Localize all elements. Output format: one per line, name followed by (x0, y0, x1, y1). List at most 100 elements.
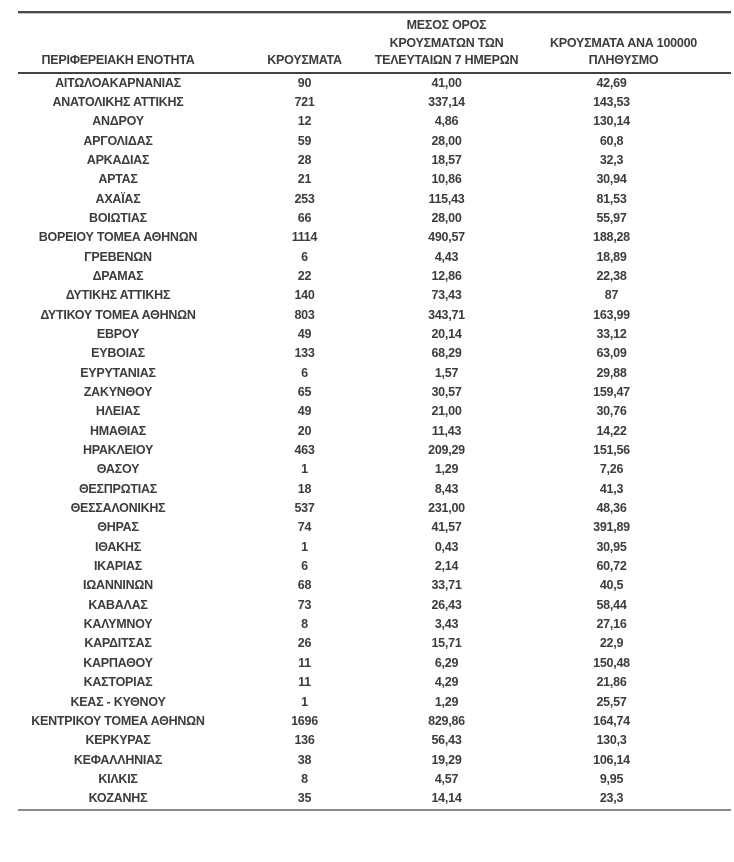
region-cell: ΚΑΒΑΛΑΣ (88, 597, 148, 612)
avg-7-days-cell: 337,14 (428, 94, 465, 109)
table-row: ΘΕΣΠΡΩΤΙΑΣ 18 8,43 41,3 (18, 480, 731, 499)
avg-7-days-cell: 1,29 (434, 462, 459, 477)
cases-cell: 38 (297, 752, 312, 767)
avg-7-days-cell: 343,71 (428, 307, 465, 322)
table-row: ΗΜΑΘΙΑΣ 20 11,43 14,22 (18, 422, 731, 441)
avg-7-days-cell: 56,43 (431, 733, 462, 748)
table-row: ΑΡΓΟΛΙΔΑΣ 59 28,00 60,8 (18, 132, 731, 151)
region-cell: ΚΑΣΤΟΡΙΑΣ (83, 675, 153, 690)
table-row: ΑΡΚΑΔΙΑΣ 28 18,57 32,3 (18, 151, 731, 170)
cases-cell: 28 (297, 152, 312, 167)
table-body: ΑΙΤΩΛΟΑΚΑΡΝΑΝΙΑΣ 90 41,00 42,69 ΑΝΑΤΟΛΙΚΗΣ Α… (18, 73, 731, 811)
region-cell: ΚΙΛΚΙΣ (98, 771, 138, 786)
cases-cell: 1 (301, 462, 308, 477)
per-100k-cell: 87 (604, 288, 619, 303)
per-100k-cell: 164,74 (593, 713, 630, 728)
region-cell: ΔΡΑΜΑΣ (92, 268, 144, 283)
cases-cell: 73 (297, 597, 312, 612)
avg-7-days-cell: 829,86 (428, 713, 465, 728)
per-100k-cell: 25,57 (596, 694, 627, 709)
region-cell: ΚΑΡΔΙΤΣΑΣ (84, 636, 152, 651)
table-row: ΙΚΑΡΙΑΣ 6 2,14 60,72 (18, 557, 731, 576)
cases-cell: 18 (297, 481, 312, 496)
avg-7-days-cell: 10,86 (431, 172, 462, 187)
table-row: ΖΑΚΥΝΘΟΥ 65 30,57 159,47 (18, 383, 731, 402)
cases-cell: 6 (301, 365, 308, 380)
per-100k-cell: 106,14 (593, 752, 630, 767)
cases-cell: 133 (294, 346, 315, 361)
region-cell: ΘΗΡΑΣ (97, 520, 139, 535)
region-cell: ΗΜΑΘΙΑΣ (89, 423, 147, 438)
per-100k-cell: 40,5 (599, 578, 624, 593)
cases-cell: 803 (294, 307, 315, 322)
region-cell: ΘΕΣΣΑΛΟΝΙΚΗΣ (70, 501, 166, 516)
per-100k-cell: 23,3 (539, 789, 731, 811)
avg-7-days-cell: 12,86 (431, 268, 462, 283)
cases-by-region-table: ΠΕΡΙΦΕΡΕΙΑΚΗ ΕΝΟΤΗΤΑ ΚΡΟΥΣΜΑΤΑ ΜΕΣΟΣ ΟΡΟ… (18, 11, 731, 811)
region-cell: ΕΥΒΟΙΑΣ (91, 346, 145, 361)
region-cell: ΔΥΤΙΚΗΣ ΑΤΤΙΚΗΣ (65, 288, 171, 303)
region-cell: ΑΧΑΪΑΣ (95, 191, 141, 206)
avg-7-days-cell: 0,43 (434, 539, 459, 554)
table-row: ΔΥΤΙΚΟΥ ΤΟΜΕΑ ΑΘΗΝΩΝ 803 343,71 163,99 (18, 306, 731, 325)
cases-cell: 65 (297, 385, 312, 399)
region-cell: ΚΕΑΣ - ΚΥΘΝΟΥ (70, 694, 166, 709)
per-100k-cell: 151,56 (593, 443, 630, 458)
avg-7-days-cell: 19,29 (431, 752, 462, 767)
col-header-cases: ΚΡΟΥΣΜΑΤΑ (229, 11, 369, 74)
per-100k-cell: 60,8 (599, 133, 624, 148)
region-cell: ΑΡΤΑΣ (98, 172, 138, 187)
cases-cell: 11 (298, 655, 311, 670)
per-100k-cell: 55,97 (596, 210, 627, 225)
cases-cell: 463 (294, 443, 315, 458)
per-100k-cell: 130,14 (593, 114, 630, 129)
per-100k-cell: 30,95 (596, 539, 627, 554)
table-row: ΗΛΕΙΑΣ 49 21,00 30,76 (18, 402, 731, 421)
region-cell: ΓΡΕΒΕΝΩΝ (84, 249, 152, 264)
avg-7-days-cell: 18,57 (431, 152, 462, 167)
per-100k-cell: 9,95 (599, 771, 624, 786)
region-cell: ΚΕΦΑΛΛΗΝΙΑΣ (73, 752, 163, 767)
cases-cell: 22 (297, 268, 312, 283)
region-cell: ΑΙΤΩΛΟΑΚΑΡΝΑΝΙΑΣ (55, 75, 181, 90)
cases-cell: 49 (297, 326, 312, 341)
per-100k-cell: 30,94 (596, 172, 627, 187)
region-cell: ΗΡΑΚΛΕΙΟΥ (82, 443, 154, 458)
per-100k-cell: 42,69 (596, 75, 627, 90)
table-row: ΚΕΑΣ - ΚΥΘΝΟΥ 1 1,29 25,57 (18, 693, 731, 712)
cases-cell: 74 (297, 520, 312, 535)
cases-cell: 140 (294, 288, 315, 303)
table-row: ΒΟΙΩΤΙΑΣ 66 28,00 55,97 (18, 209, 731, 228)
region-cell: ΒΟΡΕΙΟΥ ΤΟΜΕΑ ΑΘΗΝΩΝ (38, 230, 198, 245)
header-row: ΠΕΡΙΦΕΡΕΙΑΚΗ ΕΝΟΤΗΤΑ ΚΡΟΥΣΜΑΤΑ ΜΕΣΟΣ ΟΡΟ… (18, 11, 731, 74)
region-cell: ΒΟΙΩΤΙΑΣ (89, 210, 147, 225)
avg-7-days-cell: 1,57 (434, 365, 459, 380)
cases-cell: 1696 (291, 713, 318, 728)
avg-7-days-cell: 21,00 (431, 404, 462, 419)
table-row: ΙΘΑΚΗΣ 1 0,43 30,95 (18, 538, 731, 557)
table-row: ΒΟΡΕΙΟΥ ΤΟΜΕΑ ΑΘΗΝΩΝ 1114 490,57 188,28 (18, 228, 731, 247)
per-100k-cell: 48,36 (596, 501, 627, 516)
per-100k-cell: 81,53 (596, 191, 627, 206)
per-100k-cell: 14,22 (596, 423, 627, 438)
avg-7-days-cell: 28,00 (431, 133, 462, 148)
table-row: ΕΥΡΥΤΑΝΙΑΣ 6 1,57 29,88 (18, 364, 731, 383)
avg-7-days-cell: 15,71 (431, 636, 462, 651)
col-header-region: ΠΕΡΙΦΕΡΕΙΑΚΗ ΕΝΟΤΗΤΑ (18, 11, 229, 74)
cases-cell: 136 (294, 733, 315, 748)
avg-7-days-cell: 8,43 (434, 481, 459, 496)
avg-7-days-cell: 3,43 (434, 617, 459, 632)
table-row: ΚΑΡΔΙΤΣΑΣ 26 15,71 22,9 (18, 634, 731, 653)
region-cell: ΑΝΔΡΟΥ (92, 114, 144, 129)
avg-7-days-cell: 41,57 (431, 520, 462, 535)
region-cell: ΚΕΝΤΡΙΚΟΥ ΤΟΜΕΑ ΑΘΗΝΩΝ (31, 713, 205, 728)
per-100k-cell: 21,86 (596, 675, 627, 690)
cases-cell: 68 (297, 578, 312, 593)
cases-cell: 537 (294, 501, 315, 516)
table-row: ΕΒΡΟΥ 49 20,14 33,12 (18, 325, 731, 344)
region-cell: ΑΝΑΤΟΛΙΚΗΣ ΑΤΤΙΚΗΣ (52, 94, 184, 109)
avg-7-days-cell: 2,14 (434, 559, 459, 574)
region-cell: ΕΒΡΟΥ (96, 326, 140, 341)
region-cell: ΙΘΑΚΗΣ (95, 539, 141, 554)
